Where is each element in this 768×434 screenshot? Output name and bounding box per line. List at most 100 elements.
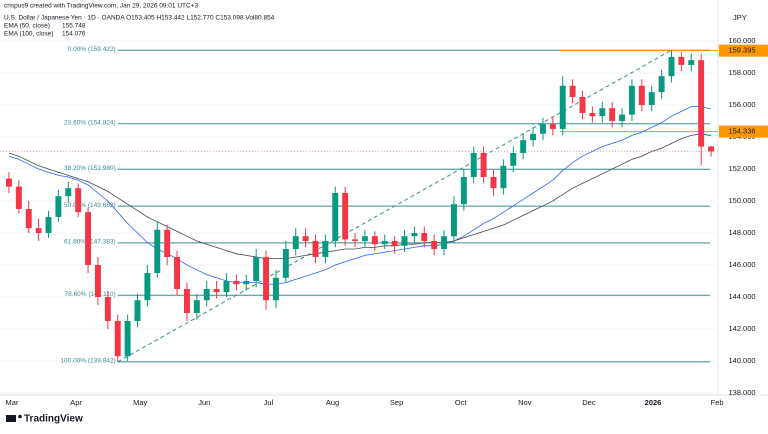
candle-body [263,256,270,301]
candle-body [114,320,121,357]
candle-body [85,212,92,265]
candle-body [164,229,171,257]
candle-body [589,112,596,117]
x-tick-label: Oct [455,398,468,407]
fib-label: 38.20% (151.980) [64,165,116,172]
logo-text: TradingView [24,414,83,425]
candle-body [688,60,695,65]
candle-body [55,196,62,217]
logo-mark [6,415,16,422]
candle-body [134,300,141,321]
candle-body [569,85,576,97]
candle-body [312,240,319,257]
candle-body [441,236,448,249]
candle-body [480,152,487,177]
candle-body [213,288,220,293]
candle-body [668,56,675,77]
logo-dot [18,414,22,419]
legend-value: 154.076 [62,31,86,38]
candle-body [371,236,378,245]
fib-label: 0.00% (159.422) [68,46,116,53]
x-tick-label: May [133,398,147,407]
candle-body [490,176,497,189]
candle-body [460,176,467,205]
candle-body [124,320,131,357]
candle-body [292,236,299,249]
x-tick-label: Feb [711,398,724,407]
x-tick-label: Sep [390,398,403,407]
x-tick-label: Aug [326,398,339,407]
x-tick-label: Apr [70,398,82,407]
y-tick-label: 146.000 [728,260,755,269]
candle-body [638,85,645,105]
ema-line [8,106,712,285]
candle-body [272,277,279,301]
candle-body [450,204,457,237]
fib-label: 23.60% (154.824) [64,120,116,127]
candle-body [193,300,200,313]
candle-body [391,240,398,246]
x-tick-label: Jun [198,398,210,407]
fib-label: 100.00% (139.942) [60,358,115,365]
candle-body [25,208,32,229]
y-tick-label: 140.000 [728,356,755,365]
candle-body [658,76,665,93]
candle-body [65,188,72,197]
y-tick-label: 156.000 [728,100,755,109]
candle-body [361,236,368,241]
candle-body [648,92,655,105]
x-tick-label: Jul [264,398,274,407]
y-tick-label: 144.000 [728,292,755,301]
candle-body [154,229,161,273]
y-tick-label: 138.000 [728,388,755,397]
legend-name: EMA (100, close) [4,31,54,38]
candle-body [549,124,556,129]
y-tick-label: 158.000 [728,68,755,77]
legend-name: EMA (50, close) [4,23,50,30]
candle-body [94,264,101,297]
candle-body [500,165,507,189]
price-tag-label: 154.336 [728,127,755,136]
candle-body [342,192,349,240]
candle-body [35,228,42,233]
y-tick-label: 150.000 [728,196,755,205]
y-tick-label: 148.000 [728,228,755,237]
candle-body [381,240,388,245]
candle-body [223,280,230,293]
candle-body [104,296,111,321]
currency: JPY [733,13,747,22]
price-tag-label: 159.395 [728,46,755,55]
logo: TradingView [6,414,83,425]
candle-body [401,236,408,246]
candle-body [5,178,12,187]
candle-body [183,288,190,313]
candle-body [698,60,705,147]
fib-label: 78.60% (144.110) [65,291,116,298]
trend-line [117,49,672,363]
y-tick-label: 152.000 [728,164,755,173]
candle-body [15,186,22,209]
candle-body [282,248,289,278]
creator: crispus9 created with TradingView.com, J… [4,3,198,10]
candle-body [203,288,210,301]
candle-body [579,96,586,113]
candle-body [599,108,606,117]
candle-body [174,256,181,289]
fib-label: 50.00% (149.682) [64,202,116,209]
candle-body [678,56,685,65]
candle-body [431,240,438,249]
price-tag [719,44,768,57]
candle-body [233,280,240,285]
candle-body [530,133,537,141]
candle-body [628,85,635,115]
candle-body [75,188,82,213]
y-tick-label: 160.000 [728,36,755,45]
candle-body [302,236,309,241]
candle-body [253,256,260,281]
y-tick-label: 142.000 [728,324,755,333]
candle-body [243,280,250,285]
ema-line [8,133,712,259]
candle-body [411,232,418,237]
